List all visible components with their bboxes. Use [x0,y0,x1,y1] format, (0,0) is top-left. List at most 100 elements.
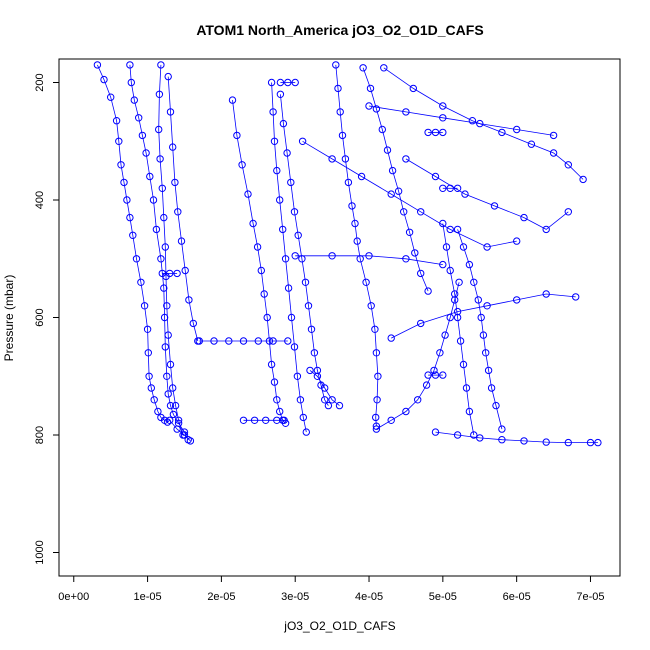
series-line [335,64,379,427]
data-point [179,431,187,439]
data-point [549,149,558,157]
data-point [453,184,462,193]
data-point [127,78,136,87]
data-point [129,231,137,240]
data-point [273,396,281,404]
data-point [157,61,165,69]
data-point [260,290,268,298]
data-point [542,225,550,234]
data-point [549,131,558,140]
data-point [257,266,265,275]
chart-title: ATOM1 North_America jO3_O2_O1D_CAFS [196,22,483,38]
data-point [417,319,425,328]
data-point [586,438,595,447]
series-line [295,255,443,265]
data-point [263,313,271,322]
data-point [107,93,115,101]
data-point [439,128,447,137]
data-point [169,143,177,151]
data-point [424,371,432,379]
data-point [254,337,262,345]
series-line [158,64,184,436]
data-point [348,202,356,210]
x-axis: 0e+00 1e-05 2e-05 3e-05 4e-05 5e-05 6e-05 7e-05 [58,575,605,603]
data-point [372,349,381,357]
data-point [143,325,152,333]
data-point [174,416,183,424]
data-point [130,96,139,104]
data-point [453,313,462,322]
series-line [383,67,584,180]
data-point [155,125,163,134]
data-point [273,416,281,424]
data-point [374,372,382,380]
data-point [451,290,459,298]
data-point [572,293,580,301]
data-point [483,302,491,310]
data-point [344,178,353,187]
data-point [431,128,440,137]
data-point [233,131,241,140]
data-point [564,208,572,216]
data-point [441,331,449,339]
data-point [462,384,471,392]
data-point [332,61,340,69]
data-point [161,343,170,351]
y-axis: 200 400 600 800 1000 [34,73,60,565]
series-line [405,158,569,230]
data-point [388,166,397,175]
data-point [334,84,342,93]
data-point [513,237,521,245]
data-point [470,431,478,439]
data-point [276,90,285,99]
series-line [435,431,598,443]
data-point [417,269,425,278]
data-point [439,184,447,193]
data-point [484,366,493,375]
data-point [378,125,386,134]
series-line [302,140,517,248]
data-point [155,90,164,99]
data-point [424,128,432,137]
x-tick-label: 4e-05 [355,591,383,603]
data-point [166,269,174,278]
data-point [150,396,158,404]
data-point [195,337,204,345]
data-point [239,416,248,424]
data-point [321,384,329,392]
data-point [417,208,425,216]
data-point [366,84,375,93]
data-point [365,102,373,110]
data-point [476,119,484,128]
plot-points-group [93,61,602,447]
data-point [409,84,417,93]
data-point [123,196,131,204]
data-point [181,266,189,275]
data-point [228,96,237,104]
x-axis-label: jO3_O2_O1D_CAFS [283,619,395,633]
data-point [284,337,292,345]
data-point [269,108,277,116]
data-point [269,337,277,345]
data-point [313,372,322,380]
series-line [280,94,329,406]
data-point [276,196,284,204]
data-point [160,213,168,222]
data-point [477,313,485,322]
data-point [283,149,291,157]
data-point [210,337,218,345]
series-line [376,282,460,430]
data-point [411,249,419,257]
data-point [564,438,572,447]
data-point [380,64,388,72]
data-point [177,237,186,245]
data-point [446,266,454,275]
data-point [387,416,395,424]
y-tick-label: 800 [34,426,46,444]
data-point [239,337,248,345]
data-point [291,78,299,87]
data-point [372,105,381,113]
data-point [290,208,299,216]
data-point [498,436,506,444]
data-point [459,360,468,369]
